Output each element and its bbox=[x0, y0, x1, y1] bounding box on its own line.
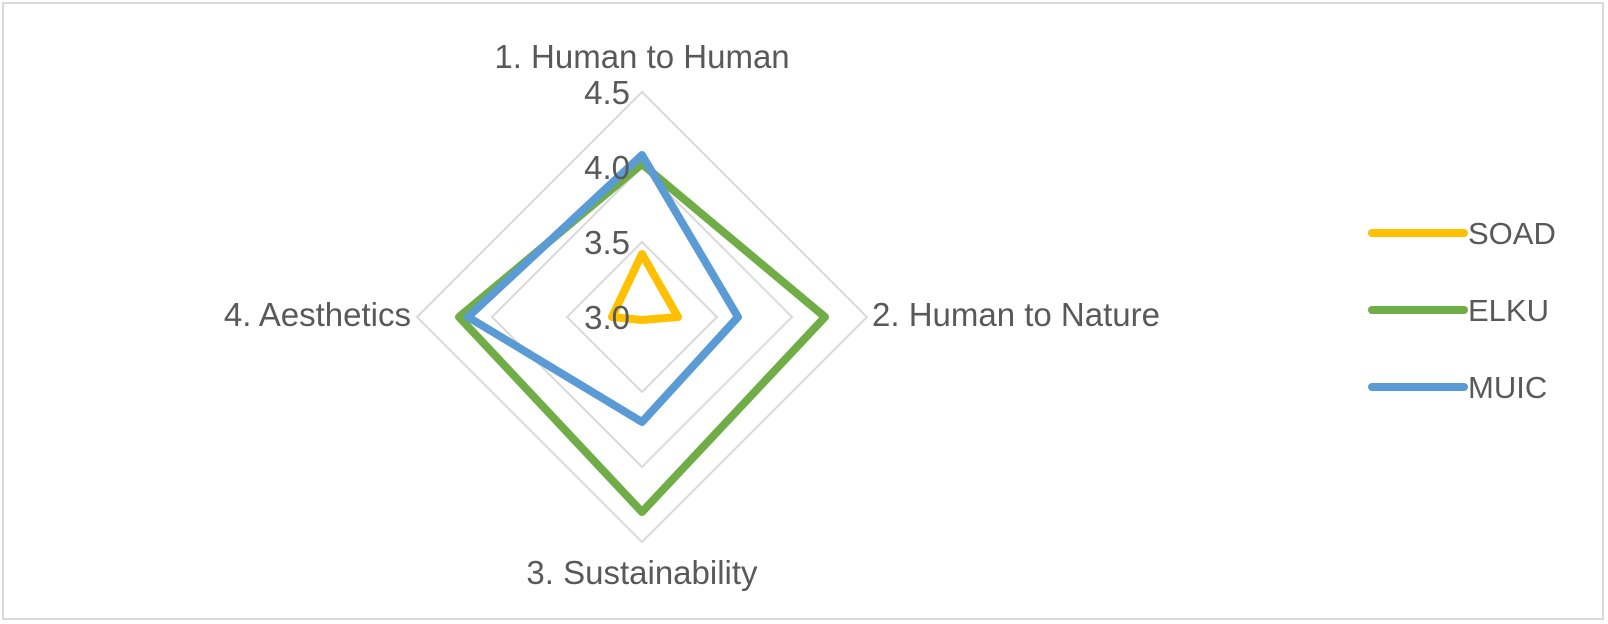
category-label-0: 1. Human to Human bbox=[494, 38, 789, 75]
series-line-soad bbox=[608, 250, 682, 324]
radar-series bbox=[455, 151, 829, 516]
series-line-muic bbox=[464, 151, 742, 426]
radial-tick-labels: 3.0 3.5 4.0 4.5 bbox=[584, 74, 630, 336]
category-labels: 1. Human to Human 2. Human to Nature 3. … bbox=[224, 38, 1160, 591]
legend: SOAD ELKU MUIC bbox=[1368, 216, 1556, 405]
category-label-3: 4. Aesthetics bbox=[224, 296, 411, 333]
grid-ring-2 bbox=[490, 165, 794, 469]
legend-label-elku: ELKU bbox=[1468, 293, 1549, 328]
radial-tick-label-3: 4.5 bbox=[584, 74, 630, 111]
category-label-1: 2. Human to Nature bbox=[872, 296, 1160, 333]
legend-label-soad: SOAD bbox=[1468, 216, 1556, 251]
radial-tick-label-1: 3.5 bbox=[584, 224, 630, 261]
radial-tick-label-2: 4.0 bbox=[584, 149, 630, 186]
radar-grid bbox=[415, 90, 869, 544]
radial-tick-label-0: 3.0 bbox=[584, 299, 630, 336]
category-label-2: 3. Sustainability bbox=[526, 554, 758, 591]
grid-ring-3 bbox=[415, 90, 869, 544]
legend-label-muic: MUIC bbox=[1468, 370, 1547, 405]
grid-ring-1 bbox=[565, 240, 719, 394]
